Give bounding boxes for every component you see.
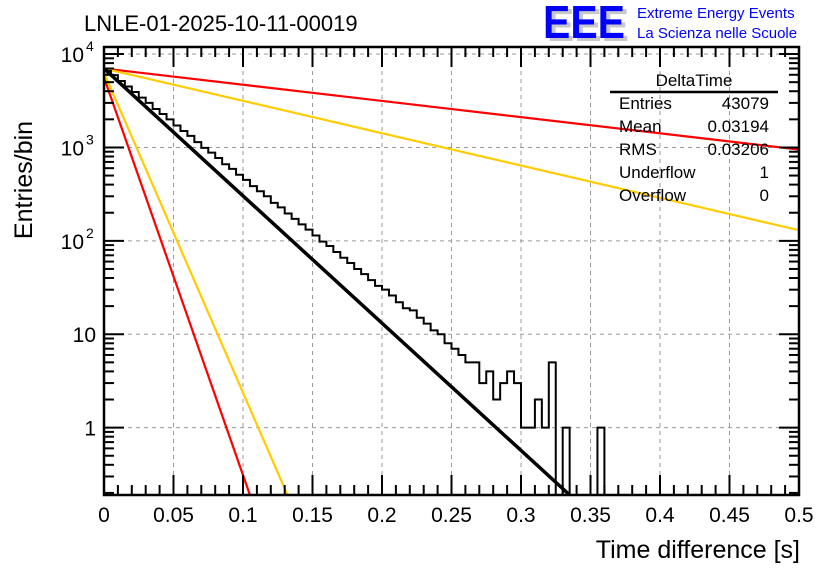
stats-box: DeltaTime Entries 43079 Mean 0.03194 RMS 0.03… — [610, 71, 778, 205]
curve-red-steep — [102, 77, 251, 496]
x-tick-label: 0.5 — [784, 504, 813, 527]
x-tick-label: 0.4 — [645, 504, 675, 527]
stats-label: Mean — [619, 117, 662, 136]
y-tick-label: 10 — [73, 324, 96, 347]
stats-label: Entries — [619, 94, 672, 113]
logo-eee-shadow: EEE — [547, 0, 629, 51]
curve-yellow-steep — [102, 72, 289, 496]
stats-value: 43079 — [722, 94, 769, 113]
curve-red-shallow — [103, 67, 800, 151]
stats-label: Overflow — [619, 186, 687, 205]
curve-fit — [102, 67, 571, 497]
stats-value: 0.03206 — [708, 140, 769, 159]
x-tick-label: 0.35 — [570, 504, 611, 527]
logo-line2: La Scienza nelle Scuole — [637, 25, 797, 42]
y-tick-label: 10 — [61, 44, 84, 67]
x-tick-label: 0 — [98, 504, 110, 527]
stats-title: DeltaTime — [656, 71, 733, 90]
x-tick-label: 0.2 — [367, 504, 396, 527]
y-tick-exponent: 3 — [86, 131, 94, 147]
stats-label: RMS — [619, 140, 657, 159]
logo-line1: Extreme Energy Events — [637, 5, 795, 22]
y-axis-title: Entries/bin — [10, 121, 38, 239]
y-tick-exponent: 4 — [86, 38, 94, 54]
x-axis-title: Time difference [s] — [596, 536, 800, 564]
stats-value: 0.03194 — [708, 117, 769, 136]
axis-ticks — [103, 47, 800, 495]
y-tick-label: 1 — [84, 418, 96, 441]
stats-label: Underflow — [619, 163, 696, 182]
x-tick-label: 0.1 — [228, 504, 257, 527]
x-tick-label: 0.25 — [431, 504, 472, 527]
y-tick-exponent: 2 — [86, 225, 94, 241]
grid — [104, 47, 799, 495]
x-tick-label: 0.45 — [709, 504, 750, 527]
curve-yellow-shallow — [103, 67, 800, 232]
x-tick-label: 0.15 — [292, 504, 333, 527]
logo-eee: EEE — [543, 0, 625, 48]
y-tick-label: 10 — [61, 231, 84, 254]
chart-title: LNLE-01-2025-10-11-00019 — [84, 11, 358, 36]
x-tick-labels: 0 0.05 0.1 0.15 0.2 0.25 0.3 0.35 0.4 0.45 0.5 — [98, 504, 813, 527]
curves — [102, 67, 800, 496]
stats-value: 1 — [760, 163, 769, 182]
y-tick-label: 10 — [61, 137, 84, 160]
eee-logo: EEE EEE Extreme Energy Events La Scienza… — [543, 0, 797, 51]
x-tick-label: 0.05 — [153, 504, 194, 527]
stats-value: 0 — [760, 186, 769, 205]
x-tick-label: 0.3 — [506, 504, 535, 527]
fit-line-group — [102, 67, 571, 497]
